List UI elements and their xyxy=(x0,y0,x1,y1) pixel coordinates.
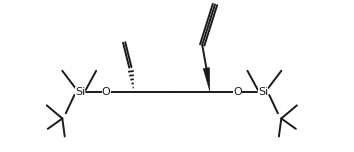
Polygon shape xyxy=(203,68,210,92)
Text: Si: Si xyxy=(258,86,268,97)
Text: O: O xyxy=(102,86,110,97)
Text: O: O xyxy=(233,86,242,97)
Text: Si: Si xyxy=(75,86,85,97)
